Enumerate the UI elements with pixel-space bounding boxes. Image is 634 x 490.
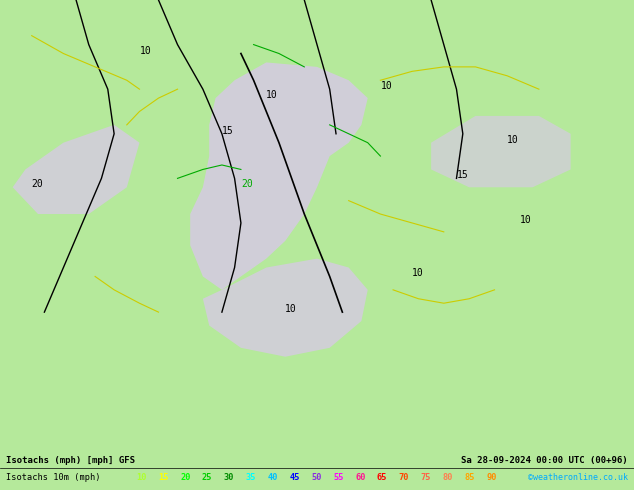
Text: 10: 10 bbox=[380, 81, 392, 91]
Text: 15: 15 bbox=[158, 473, 169, 482]
Text: 10: 10 bbox=[520, 215, 532, 225]
Text: 15: 15 bbox=[222, 126, 234, 136]
Text: Isotachs 10m (mph): Isotachs 10m (mph) bbox=[6, 473, 101, 482]
Text: 10: 10 bbox=[266, 90, 278, 100]
Text: 40: 40 bbox=[268, 473, 278, 482]
Text: 35: 35 bbox=[246, 473, 256, 482]
Text: 75: 75 bbox=[421, 473, 431, 482]
Text: 10: 10 bbox=[139, 46, 152, 55]
Polygon shape bbox=[203, 259, 368, 357]
Polygon shape bbox=[431, 116, 571, 187]
Text: 80: 80 bbox=[443, 473, 453, 482]
Text: 70: 70 bbox=[399, 473, 410, 482]
Text: 10: 10 bbox=[136, 473, 147, 482]
Text: ©weatheronline.co.uk: ©weatheronline.co.uk bbox=[527, 473, 628, 482]
Text: 85: 85 bbox=[464, 473, 475, 482]
Text: 30: 30 bbox=[224, 473, 235, 482]
Polygon shape bbox=[13, 125, 139, 214]
Polygon shape bbox=[190, 62, 368, 290]
Text: 20: 20 bbox=[180, 473, 191, 482]
Text: 65: 65 bbox=[377, 473, 387, 482]
Text: 60: 60 bbox=[355, 473, 366, 482]
Text: 55: 55 bbox=[333, 473, 344, 482]
Text: 25: 25 bbox=[202, 473, 212, 482]
Text: 90: 90 bbox=[486, 473, 497, 482]
Text: Isotachs (mph) [mph] GFS: Isotachs (mph) [mph] GFS bbox=[6, 456, 135, 465]
Text: 10: 10 bbox=[285, 304, 297, 314]
Text: 10: 10 bbox=[507, 135, 519, 145]
Text: 20: 20 bbox=[241, 179, 253, 189]
Text: 50: 50 bbox=[311, 473, 322, 482]
Text: 45: 45 bbox=[289, 473, 300, 482]
Text: Sa 28-09-2024 00:00 UTC (00+96): Sa 28-09-2024 00:00 UTC (00+96) bbox=[461, 456, 628, 465]
Text: 20: 20 bbox=[32, 179, 44, 189]
Text: 15: 15 bbox=[456, 171, 469, 180]
Text: 10: 10 bbox=[412, 269, 424, 278]
